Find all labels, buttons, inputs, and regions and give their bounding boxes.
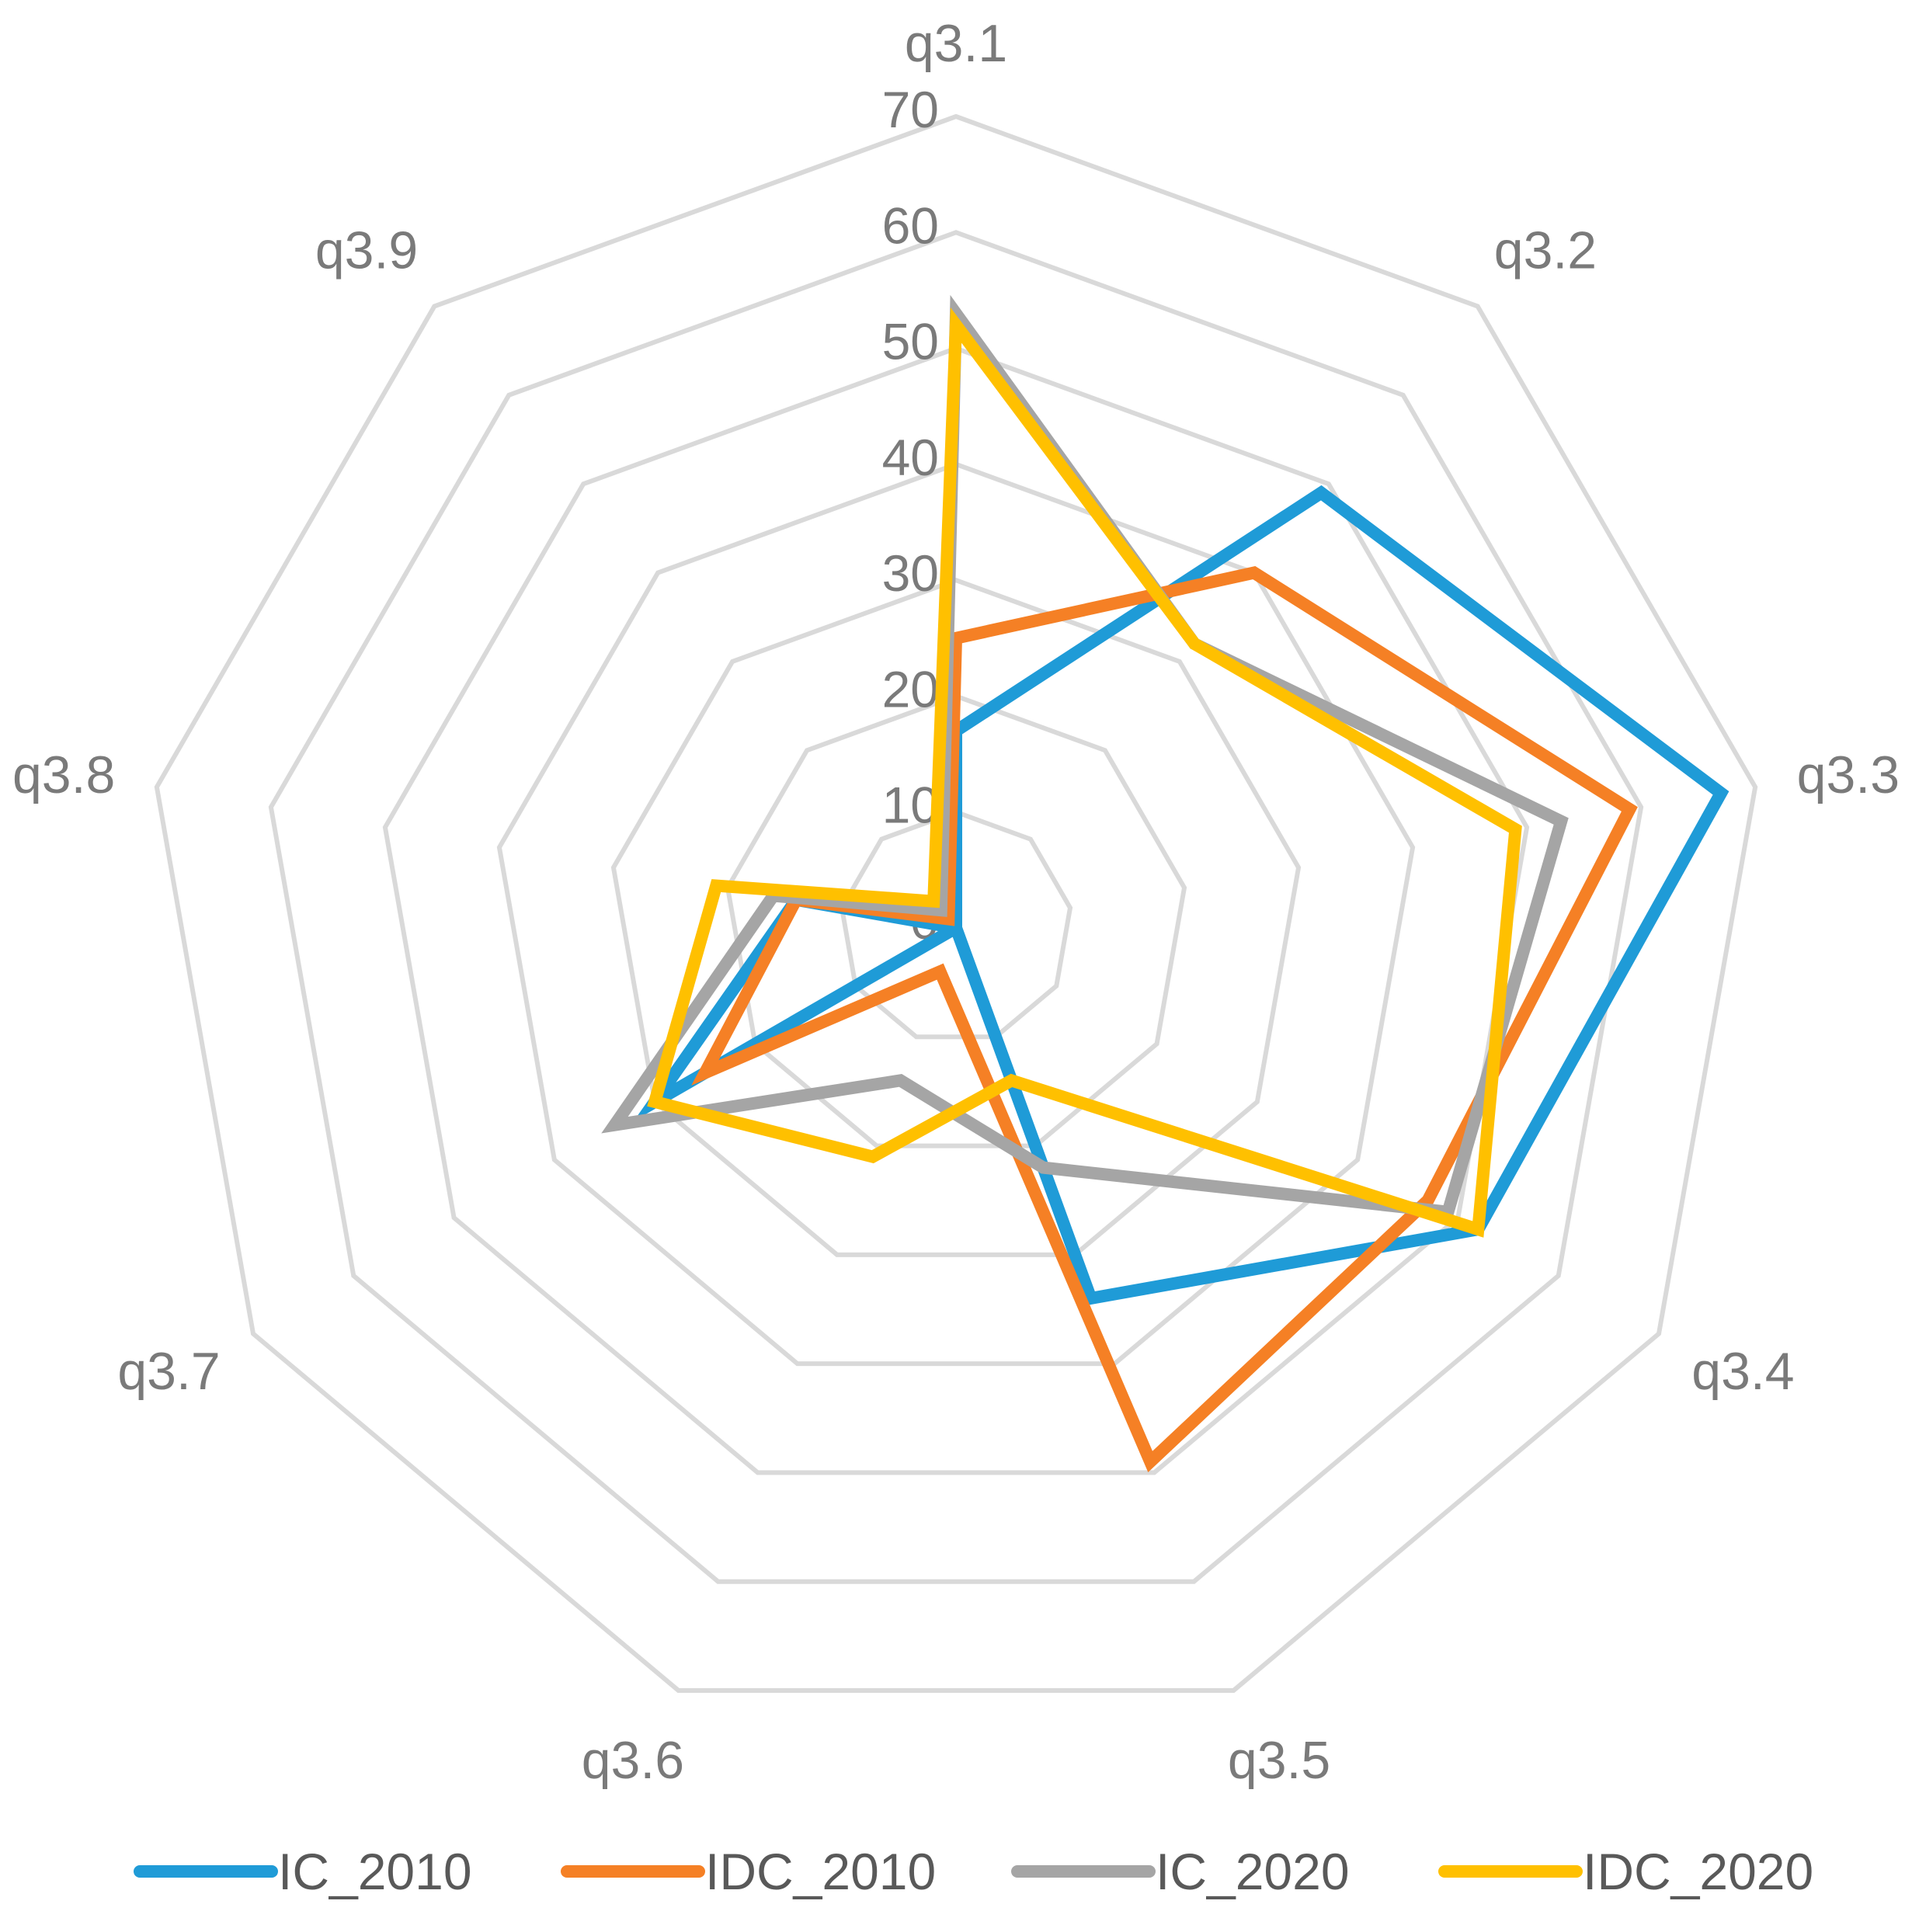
- category-label-q3-3: q3.3: [1797, 745, 1900, 804]
- series-ic-2020: [601, 294, 1569, 1219]
- tick-label-30: 30: [882, 544, 939, 602]
- grid-ring-60: [268, 230, 1644, 1584]
- tick-label-40: 40: [882, 429, 939, 486]
- legend-label-idc-2010: IDC_2010: [705, 1843, 936, 1900]
- grid-ring-10: [839, 809, 1073, 1040]
- category-label-q3-2: q3.2: [1494, 221, 1597, 280]
- legend-label-ic-2020: IC_2020: [1156, 1843, 1350, 1900]
- legend-label-idc-2020: IDC_2020: [1583, 1843, 1813, 1900]
- tick-label-70: 70: [882, 81, 939, 138]
- grid-ring-30: [610, 577, 1302, 1257]
- series-idc-2020: [647, 307, 1522, 1238]
- tick-label-10: 10: [882, 777, 939, 834]
- category-axis-labels: q3.1 q3.2 q3.3 q3.4 q3.5 q3.6 q3.7 q3.8 q3.9: [12, 14, 1900, 1790]
- legend-label-ic-2010: IC_2010: [278, 1843, 472, 1900]
- legend: IC_2010 IDC_2010 IC_2020 IDC_2020: [134, 1843, 1813, 1900]
- category-label-q3-6: q3.6: [582, 1731, 684, 1790]
- legend-item-idc-2020: IDC_2020: [1438, 1843, 1813, 1900]
- category-label-q3-9: q3.9: [315, 221, 418, 280]
- legend-item-idc-2010: IDC_2010: [561, 1843, 936, 1900]
- grid-ring-20: [725, 693, 1187, 1148]
- series-lines: [601, 294, 1729, 1473]
- grid-ring-70: [154, 113, 1758, 1693]
- category-label-q3-7: q3.7: [117, 1342, 220, 1401]
- tick-label-20: 20: [882, 660, 939, 718]
- category-label-q3-8: q3.8: [12, 745, 115, 804]
- category-label-q3-4: q3.4: [1691, 1342, 1794, 1401]
- category-label-q3-5: q3.5: [1228, 1731, 1330, 1790]
- category-label-q3-1: q3.1: [905, 14, 1007, 73]
- series-idc-2010: [691, 566, 1638, 1473]
- legend-item-ic-2020: IC_2020: [1011, 1843, 1350, 1900]
- tick-label-60: 60: [882, 196, 939, 254]
- legend-item-ic-2010: IC_2010: [134, 1843, 472, 1900]
- tick-label-50: 50: [882, 313, 939, 370]
- grid-ring-50: [382, 346, 1530, 1475]
